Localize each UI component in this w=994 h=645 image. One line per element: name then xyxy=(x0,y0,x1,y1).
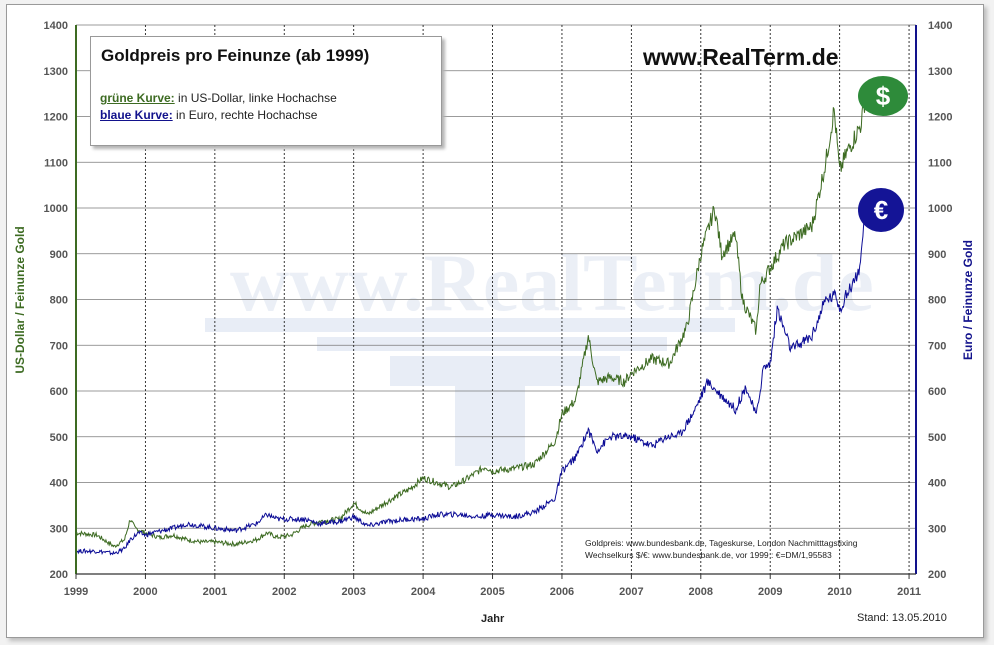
y-tick-label-right: 200 xyxy=(928,569,946,581)
legend-key-usd: grüne Kurve: xyxy=(100,91,175,105)
y-tick-label-left: 1300 xyxy=(44,66,68,78)
y-tick-label-right: 600 xyxy=(928,386,946,398)
y-axis-label-right: Euro / Feinunze Gold xyxy=(961,240,975,360)
x-tick-label: 2004 xyxy=(411,586,436,598)
legend-box: Goldpreis pro Feinunze (ab 1999) grüne K… xyxy=(90,36,442,146)
y-tick-label-left: 200 xyxy=(50,569,68,581)
y-tick-label-left: 600 xyxy=(50,386,68,398)
y-tick-label-left: 800 xyxy=(50,295,68,307)
source-line-2: Wechselkurs $/€: www.bundesbank.de, vor … xyxy=(585,550,832,560)
legend-text-usd: in US-Dollar, linke Hochachse xyxy=(174,91,337,105)
series-line-usd xyxy=(76,98,866,549)
y-tick-label-right: 1200 xyxy=(928,112,952,124)
source-line-1: Goldpreis: www.bundesbank.de, Tageskurse… xyxy=(585,538,858,548)
y-tick-label-left: 700 xyxy=(50,340,68,352)
x-tick-label: 2010 xyxy=(827,586,851,598)
x-tick-label: 1999 xyxy=(64,586,88,598)
y-tick-label-right: 700 xyxy=(928,340,946,352)
y-axis-label-left: US-Dollar / Feinunze Gold xyxy=(13,226,27,373)
chart-title: Goldpreis pro Feinunze (ab 1999) xyxy=(101,46,370,65)
series-line-eur xyxy=(76,212,866,556)
watermark: www.RealTerm.de xyxy=(205,237,874,466)
euro-icon: € xyxy=(858,188,904,232)
legend-key-eur: blaue Kurve: xyxy=(100,108,173,122)
y-tick-label-right: 800 xyxy=(928,295,946,307)
x-tick-label: 2002 xyxy=(272,586,296,598)
y-tick-label-left: 1400 xyxy=(44,20,68,32)
y-tick-label-left: 900 xyxy=(50,249,68,261)
y-tick-label-right: 1100 xyxy=(928,157,952,169)
y-tick-label-left: 500 xyxy=(50,432,68,444)
axes: 200 200 300 300 400 400 500 500 600 600 700 700 800 8… xyxy=(44,20,953,598)
y-tick-label-right: 500 xyxy=(928,432,946,444)
series-lines xyxy=(76,98,866,556)
y-tick-label-left: 300 xyxy=(50,523,68,535)
x-tick-label: 2006 xyxy=(550,586,574,598)
y-tick-label-right: 300 xyxy=(928,523,946,535)
x-tick-label: 2003 xyxy=(341,586,365,598)
legend-entry-eur: blaue Kurve: in Euro, rechte Hochachse xyxy=(100,108,317,122)
y-tick-label-left: 1000 xyxy=(44,203,68,215)
legend-entry-usd: grüne Kurve: in US-Dollar, linke Hochach… xyxy=(100,91,337,105)
x-tick-label: 2005 xyxy=(480,586,504,598)
y-tick-label-right: 1400 xyxy=(928,20,952,32)
x-tick-label: 2000 xyxy=(133,586,157,598)
x-tick-label: 2011 xyxy=(897,586,921,598)
legend-text-eur: in Euro, rechte Hochachse xyxy=(172,108,318,122)
x-tick-label: 2008 xyxy=(689,586,713,598)
x-tick-label: 2001 xyxy=(203,586,227,598)
x-axis-label: Jahr xyxy=(481,613,505,625)
x-tick-label: 2007 xyxy=(619,586,643,598)
stand-date: Stand: 13.05.2010 xyxy=(857,612,947,624)
y-tick-label-left: 1100 xyxy=(44,157,68,169)
y-tick-label-right: 1000 xyxy=(928,203,952,215)
svg-text:www.RealTerm.de: www.RealTerm.de xyxy=(230,237,874,328)
y-tick-label-left: 400 xyxy=(50,478,68,490)
dollar-icon: $ xyxy=(858,76,908,116)
y-tick-label-right: 900 xyxy=(928,249,946,261)
y-tick-label-right: 400 xyxy=(928,478,946,490)
y-tick-label-right: 1300 xyxy=(928,66,952,78)
x-tick-label: 2009 xyxy=(758,586,782,598)
y-tick-label-left: 1200 xyxy=(44,112,68,124)
website-label: www.RealTerm.de xyxy=(643,44,839,70)
